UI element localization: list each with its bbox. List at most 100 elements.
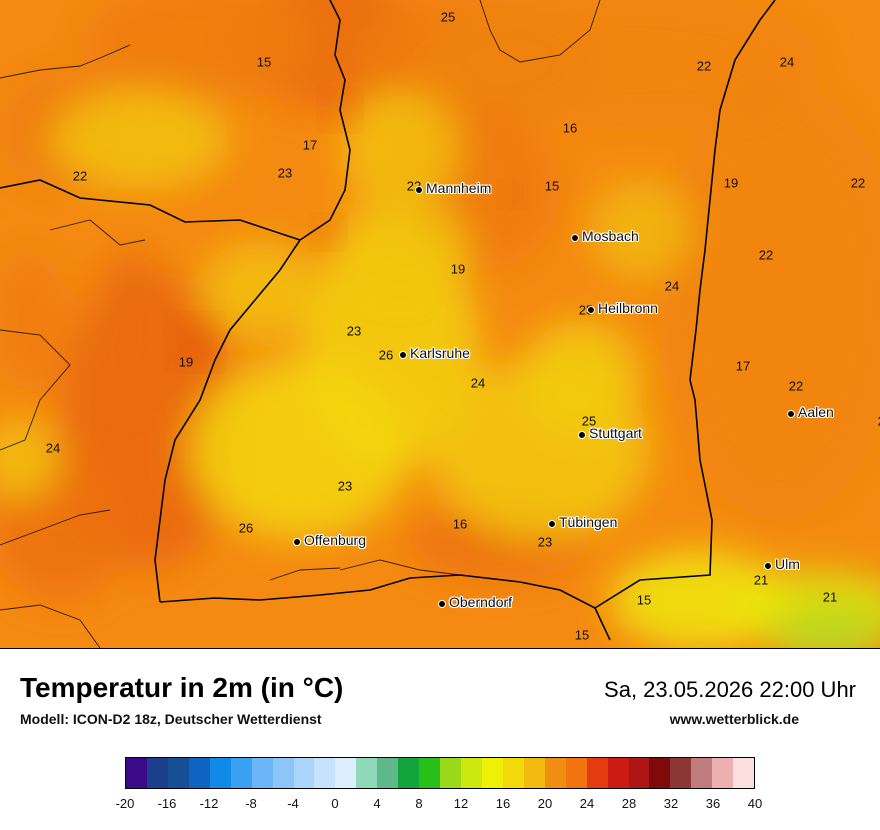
color-swatch (733, 758, 755, 788)
city-name: Aalen (798, 404, 834, 420)
temperature-label: 23 (337, 478, 353, 494)
color-swatch (649, 758, 671, 788)
temperature-label: 24 (470, 375, 486, 391)
color-swatch (523, 758, 545, 788)
scale-tick-label: 0 (331, 796, 339, 811)
color-swatch (502, 758, 524, 788)
temperature-label: 22 (788, 378, 804, 394)
color-swatch (628, 758, 650, 788)
color-swatch (356, 758, 378, 788)
temperature-label: 23 (277, 165, 293, 181)
temperature-label: 17 (302, 137, 318, 153)
temperature-map[interactable]: 2515222417161722232215192222181924252319… (0, 0, 880, 649)
scale-tick-label: -8 (245, 796, 257, 811)
color-swatch (335, 758, 357, 788)
model-info: Modell: ICON-D2 18z, Deutscher Wetterdie… (20, 711, 322, 727)
color-swatch (251, 758, 273, 788)
temperature-label: 19 (450, 261, 466, 277)
color-swatch (377, 758, 399, 788)
scale-tick-label: 24 (579, 796, 595, 811)
color-swatch (544, 758, 566, 788)
temperature-label: 17 (735, 358, 751, 374)
temperature-label: 22 (850, 175, 866, 191)
color-swatch (565, 758, 587, 788)
city-dot-icon (587, 306, 595, 314)
temperature-label: 19 (178, 354, 194, 370)
city-name: Mannheim (426, 180, 492, 196)
city-dot-icon (571, 234, 579, 242)
color-swatch (146, 758, 168, 788)
color-swatch (188, 758, 210, 788)
city-dot-icon (399, 351, 407, 359)
scale-tick-label: 16 (495, 796, 511, 811)
city-name: Ulm (775, 556, 800, 572)
color-swatch (461, 758, 482, 788)
city-dot-icon (787, 410, 795, 418)
color-swatch (440, 758, 461, 788)
temperature-label: 23 (537, 534, 553, 550)
color-scale-ticks: -20 -16 -12 -8 -4 0 4 8 12 16 20 24 28 32 36 40 (116, 796, 763, 812)
temperature-label: 15 (574, 627, 590, 643)
scale-tick-label: 20 (537, 796, 553, 811)
map-title: Temperatur in 2m (in °C) (20, 672, 344, 703)
scale-tick-label: 32 (663, 796, 679, 811)
temperature-label: 19 (723, 175, 739, 191)
city-name: Offenburg (304, 532, 367, 548)
color-swatch (712, 758, 734, 788)
color-swatch (230, 758, 252, 788)
city-dot-icon (764, 562, 772, 570)
city-dot-icon (415, 186, 423, 194)
scale-tick-label: 4 (373, 796, 381, 811)
temperature-field (0, 0, 880, 648)
temperature-label: 24 (664, 278, 680, 294)
scale-tick-label: -12 (199, 796, 219, 811)
temperature-label: 22 (72, 168, 88, 184)
scale-tick-label: 36 (705, 796, 721, 811)
temperature-label: 15 (544, 178, 560, 194)
city-name: Oberndorf (449, 594, 513, 610)
temperature-label: 26 (238, 520, 254, 536)
temperature-label: 16 (562, 120, 578, 136)
color-swatch (398, 758, 420, 788)
color-swatch (691, 758, 713, 788)
city-dot-icon (293, 538, 301, 546)
city-name: Heilbronn (598, 300, 658, 316)
city-dot-icon (548, 520, 556, 528)
scale-tick-label: -4 (287, 796, 299, 811)
color-swatch (293, 758, 315, 788)
temperature-label: 22 (878, 415, 880, 428)
temperature-label: 21 (822, 589, 838, 605)
temperature-label: 22 (696, 58, 712, 74)
temperature-label: 25 (581, 413, 597, 429)
temperature-label: 15 (636, 592, 652, 608)
color-swatch (419, 758, 441, 788)
temperature-label: 22 (758, 247, 774, 263)
city-name: Karlsruhe (410, 345, 470, 361)
city-name: Tübingen (559, 514, 618, 530)
color-swatch (586, 758, 608, 788)
scale-tick-label: 8 (415, 796, 423, 811)
city-dot-icon (438, 600, 446, 608)
color-swatch (670, 758, 692, 788)
scale-tick-label: -16 (157, 796, 177, 811)
scale-tick-label: 40 (747, 796, 763, 811)
color-swatch (607, 758, 629, 788)
scale-tick-label: -20 (115, 796, 135, 811)
color-swatch (126, 758, 147, 788)
color-swatch (314, 758, 336, 788)
color-swatch (167, 758, 189, 788)
city-name: Stuttgart (589, 425, 642, 441)
website-link[interactable]: www.wetterblick.de (669, 711, 799, 727)
temperature-label: 16 (452, 516, 468, 532)
color-swatch (209, 758, 231, 788)
color-scale (125, 757, 755, 789)
color-swatch (481, 758, 503, 788)
forecast-datetime: Sa, 23.05.2026 22:00 Uhr (604, 677, 856, 702)
color-swatch (272, 758, 294, 788)
temperature-label: 23 (346, 323, 362, 339)
temperature-label: 24 (45, 440, 61, 456)
scale-tick-label: 12 (453, 796, 469, 811)
city-name: Mosbach (582, 228, 639, 244)
temperature-label: 15 (256, 54, 272, 70)
temperature-label: 24 (779, 54, 795, 70)
